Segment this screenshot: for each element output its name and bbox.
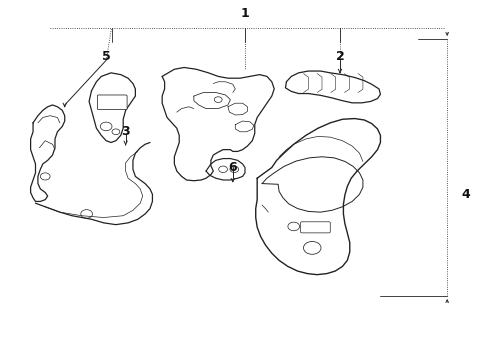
Text: 5: 5: [102, 50, 111, 63]
FancyBboxPatch shape: [98, 95, 127, 110]
Text: 6: 6: [228, 161, 237, 174]
Text: 2: 2: [336, 50, 344, 63]
FancyBboxPatch shape: [300, 222, 330, 233]
Text: 3: 3: [122, 125, 130, 138]
Text: 4: 4: [462, 188, 470, 201]
Text: 1: 1: [241, 8, 249, 21]
